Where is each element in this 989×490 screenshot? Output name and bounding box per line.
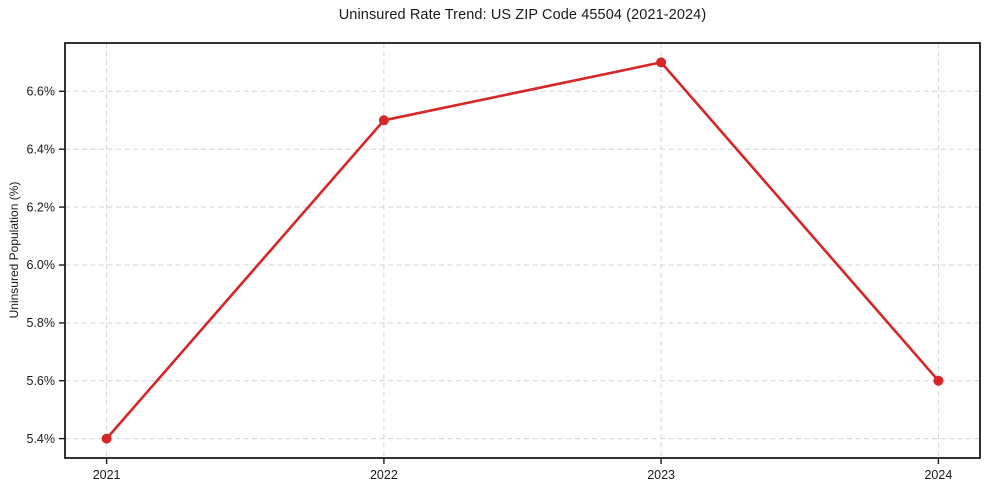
data-point-marker bbox=[378, 115, 389, 126]
y-tick-label: 5.8% bbox=[27, 316, 56, 330]
y-tick-label: 6.2% bbox=[27, 200, 56, 214]
y-tick-label: 6.6% bbox=[27, 85, 56, 99]
data-point-marker bbox=[933, 375, 944, 386]
y-tick-label: 5.6% bbox=[27, 374, 56, 388]
y-tick-label: 5.4% bbox=[27, 432, 56, 446]
x-tick-label: 2022 bbox=[370, 468, 398, 482]
y-tick-label: 6.0% bbox=[27, 258, 56, 272]
x-tick-label: 2021 bbox=[93, 468, 121, 482]
trend-line bbox=[105, 61, 940, 440]
data-point-marker bbox=[101, 433, 112, 444]
data-point-marker bbox=[656, 57, 667, 68]
y-tick-label: 6.4% bbox=[27, 142, 56, 156]
x-tick-label: 2024 bbox=[924, 468, 952, 482]
chart-title: Uninsured Rate Trend: US ZIP Code 45504 … bbox=[338, 7, 707, 23]
x-tick-label: 2023 bbox=[647, 468, 675, 482]
axis-spines bbox=[64, 42, 981, 459]
